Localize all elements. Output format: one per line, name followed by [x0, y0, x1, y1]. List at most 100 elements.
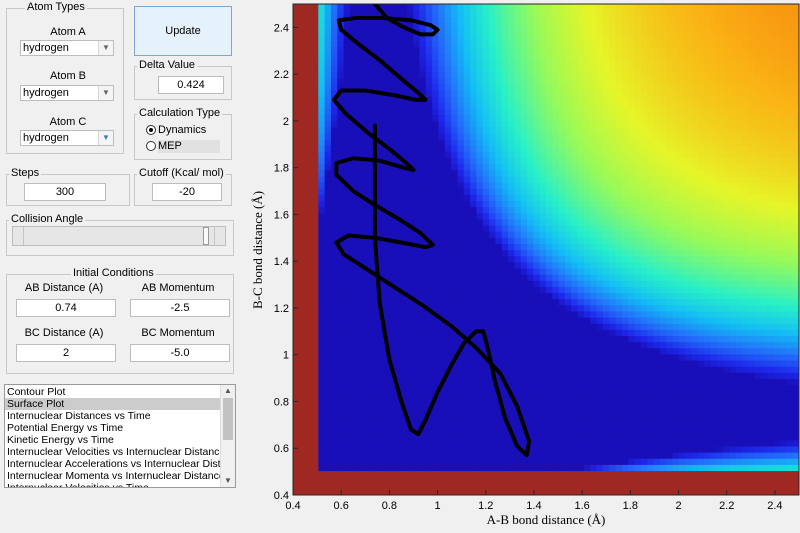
plot-type-item[interactable]: Contour Plot [7, 386, 66, 398]
bc-momentum-input[interactable]: -5.0 [130, 344, 230, 362]
heatmap-cell [609, 280, 617, 287]
heatmap-cell [299, 298, 307, 306]
radio-checked-icon[interactable] [146, 125, 156, 135]
heatmap-cell [659, 89, 667, 97]
heatmap-cell [564, 409, 572, 416]
chevron-down-icon[interactable]: ▼ [98, 41, 113, 55]
slider-thumb[interactable] [203, 227, 210, 245]
chevron-down-icon[interactable]: ▼ [98, 131, 113, 145]
delta-input[interactable]: 0.424 [158, 76, 224, 94]
heatmap-cell [400, 83, 408, 91]
plot-type-item[interactable]: Surface Plot [5, 398, 221, 410]
plot-canvas[interactable]: 0.4 0.6 0.8 1 1.2 1.4 1.6 1.8 2 2.2 2.40.40.60.811… [240, 0, 800, 530]
heatmap-cell [381, 433, 389, 441]
atom-types-title: Atom Types [25, 1, 87, 13]
mep-radio[interactable]: MEP [146, 140, 220, 153]
potential-energy-surface-plot[interactable]: 0.4 0.6 0.8 1 1.2 1.4 1.6 1.8 2 2.2 2.4 0.4 0.6 0.8 1 1… [240, 0, 800, 530]
bc-distance-input[interactable]: 2 [16, 344, 116, 362]
steps-input[interactable]: 300 [24, 183, 106, 201]
plot-type-item[interactable]: Potential Energy vs Time [7, 422, 124, 434]
plot-type-item[interactable]: Internuclear Accelerations vs Internucle… [7, 458, 221, 470]
update-button[interactable]: Update [134, 6, 232, 56]
heatmap-cell [546, 341, 553, 349]
plot-type-item[interactable]: Internuclear Distances vs Time [7, 410, 151, 422]
heatmap-cell [368, 378, 376, 386]
atom-c-select[interactable]: hydrogen ▼ [20, 130, 114, 146]
heatmap-cell [508, 169, 515, 177]
heatmap-cell [514, 452, 522, 459]
heatmap-cell [362, 22, 370, 30]
heatmap-cell [311, 71, 319, 79]
heatmap-cell [571, 482, 579, 490]
ab-distance-input[interactable]: 0.74 [16, 299, 116, 317]
scroll-down-icon[interactable]: ▼ [224, 476, 232, 485]
scrollbar-thumb[interactable] [223, 398, 233, 440]
heatmap-cell [678, 317, 686, 324]
heatmap-cell [577, 59, 585, 66]
heatmap-cell [489, 188, 496, 195]
heatmap-cell [590, 347, 598, 355]
heatmap-cell [419, 40, 427, 48]
heatmap-cell [356, 427, 364, 435]
dynamics-radio[interactable]: Dynamics [146, 124, 206, 137]
plot-type-item[interactable]: Internuclear Velocities vs Internuclear … [7, 446, 221, 458]
heatmap-cell [609, 427, 617, 435]
heatmap-cell [647, 384, 655, 392]
heatmap-cell [356, 464, 364, 472]
heatmap-cell [590, 452, 598, 459]
chevron-down-icon[interactable]: ▼ [98, 86, 113, 100]
heatmap-cell [381, 347, 389, 355]
heatmap-cell [628, 126, 636, 134]
heatmap-cell [571, 310, 579, 318]
heatmap-cell [659, 402, 667, 410]
atom-b-select[interactable]: hydrogen ▼ [20, 85, 114, 101]
plot-type-list[interactable]: Contour Plot Surface Plot Internuclear Dis… [4, 384, 236, 488]
heatmap-cell [299, 390, 307, 398]
heatmap-cell [311, 298, 319, 306]
heatmap-cell [495, 409, 503, 416]
heatmap-cell [634, 317, 642, 324]
heatmap-cell [400, 126, 408, 134]
heatmap-cell [451, 255, 459, 263]
heatmap-cell [381, 488, 389, 495]
heatmap-cell [659, 267, 667, 275]
heatmap-cell [508, 415, 515, 422]
heatmap-cell [330, 488, 338, 495]
collision-angle-slider[interactable] [12, 226, 226, 246]
heatmap-cell [520, 372, 528, 379]
heatmap-cell [514, 16, 522, 24]
heatmap-cell [362, 482, 370, 490]
slider-left-arrow[interactable] [13, 227, 24, 245]
heatmap-cell [596, 298, 604, 306]
scroll-up-icon[interactable]: ▲ [224, 386, 232, 395]
ab-momentum-input[interactable]: -2.5 [130, 299, 230, 317]
heatmap-cell [457, 65, 465, 73]
heatmap-cell [375, 46, 383, 54]
heatmap-cell [552, 157, 560, 165]
heatmap-cell [678, 194, 686, 201]
heatmap-cell [615, 34, 623, 42]
heatmap-cell [634, 243, 642, 251]
plot-type-item[interactable]: Internuclear Velocities vs Time [7, 482, 149, 488]
heatmap-cell [527, 267, 534, 275]
heatmap-cell [552, 415, 560, 422]
heatmap-cell [659, 317, 667, 324]
heatmap-cell [501, 40, 509, 48]
heatmap-cell [520, 89, 528, 97]
atom-a-select[interactable]: hydrogen ▼ [20, 40, 114, 56]
heatmap-cell [438, 175, 446, 183]
list-scrollbar[interactable]: ▲ ▼ [220, 385, 235, 487]
heatmap-cell [514, 347, 522, 355]
heatmap-cell [514, 169, 522, 177]
cutoff-input[interactable]: -20 [152, 183, 222, 201]
plot-type-item[interactable]: Kinetic Energy vs Time [7, 434, 114, 446]
radio-unchecked-icon[interactable] [146, 141, 156, 151]
plot-type-item[interactable]: Internuclear Momenta vs Internuclear Dis… [7, 470, 221, 482]
heatmap-cell [406, 476, 414, 484]
heatmap-cell [596, 458, 604, 465]
heatmap-cell [602, 470, 610, 478]
heatmap-cell [615, 402, 623, 410]
heatmap-cell [299, 163, 307, 171]
slider-right-arrow[interactable] [214, 227, 225, 245]
heatmap-cell [596, 280, 604, 287]
